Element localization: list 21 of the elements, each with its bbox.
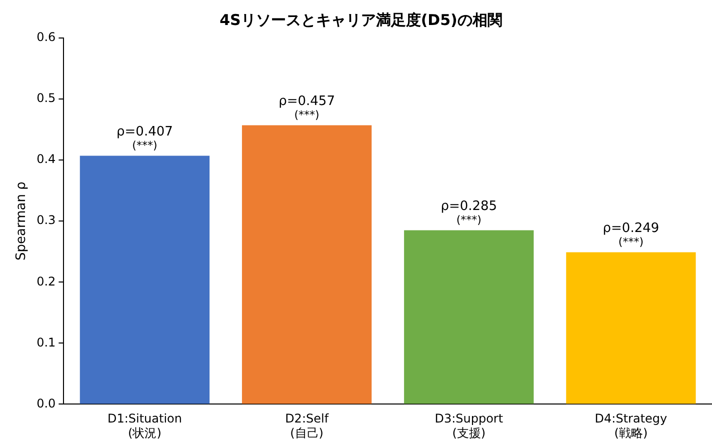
x-tick-label: D4:Strategy (戦略) xyxy=(594,412,668,440)
y-tick-label: 0.0 xyxy=(36,396,56,410)
chart-title: 4Sリソースとキャリア満足度(D5)の相関 xyxy=(220,10,502,29)
x-tick-label: D3:Support (支援) xyxy=(434,412,504,440)
y-tick-label: 0.1 xyxy=(36,335,56,350)
data-label: ρ=0.407 (***) xyxy=(116,124,173,152)
data-label: ρ=0.457 (***) xyxy=(278,94,335,122)
data-label: ρ=0.249 (***) xyxy=(602,221,660,249)
y-tick-label: 0.6 xyxy=(36,30,56,44)
y-tick-label: 0.3 xyxy=(36,213,56,228)
bar xyxy=(242,125,372,404)
x-tick-label: D1:Situation (状況) xyxy=(107,412,182,440)
y-tick-label: 0.5 xyxy=(36,91,56,106)
bar xyxy=(566,252,696,404)
bar xyxy=(404,230,534,404)
y-tick-label: 0.4 xyxy=(36,152,56,166)
y-axis-title: Spearman ρ xyxy=(14,182,30,261)
bar xyxy=(80,156,210,404)
y-tick-label: 0.2 xyxy=(36,274,56,288)
data-label: ρ=0.285 (***) xyxy=(440,199,498,227)
x-tick-label: D2:Self (自己) xyxy=(285,412,330,440)
